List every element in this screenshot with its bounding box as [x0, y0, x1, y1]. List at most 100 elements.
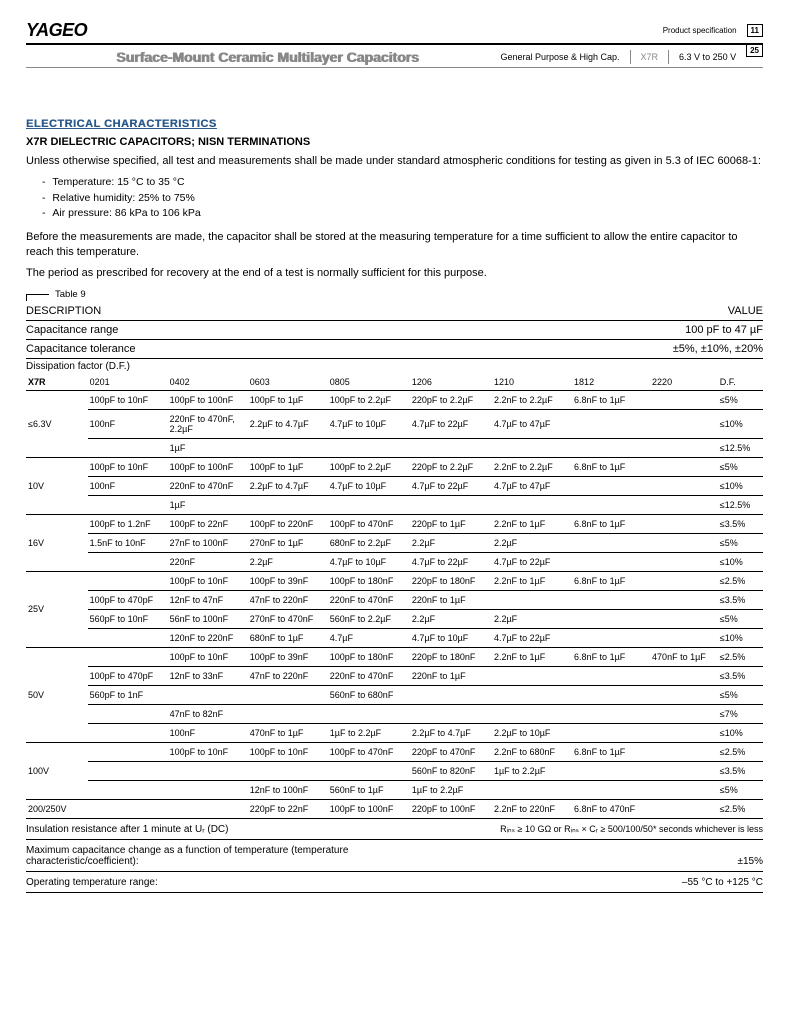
- data-cell: 4.7µF to 22µF: [410, 552, 492, 571]
- section-title: ELECTRICAL CHARACTERISTICS: [26, 118, 763, 130]
- data-cell: [88, 647, 168, 666]
- data-cell: [328, 495, 410, 514]
- foot-l: Maximum capacitance change as a function…: [26, 845, 386, 867]
- table-row: 100pF to 470pF12nF to 47nF47nF to 220nF2…: [26, 590, 763, 609]
- data-cell: 6.8nF to 1µF: [572, 647, 650, 666]
- table-row: 16V100pF to 1.2nF100pF to 22nF100pF to 2…: [26, 514, 763, 533]
- data-cell: 47nF to 82nF: [168, 704, 248, 723]
- data-cell: 2.2nF to 680nF: [492, 742, 572, 761]
- data-cell: 100pF to 39nF: [248, 571, 328, 590]
- data-cell: ≤5%: [718, 685, 763, 704]
- foot-l: Insulation resistance after 1 minute at …: [26, 824, 228, 835]
- data-cell: 100pF to 2.2µF: [328, 457, 410, 476]
- data-cell: [572, 666, 650, 685]
- table-row: 200/250V220pF to 22nF100pF to 100nF220pF…: [26, 799, 763, 818]
- data-cell: 12nF to 33nF: [168, 666, 248, 685]
- col-1206: 1206: [410, 374, 492, 391]
- data-cell: 1µF to 2.2µF: [410, 780, 492, 799]
- foot-r: –55 °C to +125 °C: [682, 877, 763, 888]
- data-cell: [650, 533, 718, 552]
- voltage-cell: 25V: [26, 571, 88, 647]
- data-cell: ≤2.5%: [718, 571, 763, 590]
- header-right: Product specification 11: [663, 24, 763, 37]
- data-cell: [248, 495, 328, 514]
- sub-title: X7R DIELECTRIC CAPACITORS; NISN TERMINAT…: [26, 136, 763, 148]
- data-cell: [572, 409, 650, 438]
- data-cell: 220pF to 2.2µF: [410, 457, 492, 476]
- intro-text: Unless otherwise specified, all test and…: [26, 154, 763, 169]
- data-cell: 220nF to 470nF: [328, 590, 410, 609]
- col-df: D.F.: [718, 374, 763, 391]
- data-cell: [410, 495, 492, 514]
- foot-row-1: Maximum capacitance change as a function…: [26, 840, 763, 872]
- data-cell: 220nF to 1µF: [410, 666, 492, 685]
- data-cell: [572, 704, 650, 723]
- desc-hdr-r: VALUE: [728, 305, 763, 317]
- data-cell: ≤2.5%: [718, 799, 763, 818]
- data-cell: 100pF to 220nF: [248, 514, 328, 533]
- data-cell: [492, 685, 572, 704]
- data-cell: 4.7µF to 47µF: [492, 476, 572, 495]
- data-cell: 220nF to 470nF: [168, 476, 248, 495]
- data-cell: 2.2nF to 220nF: [492, 799, 572, 818]
- data-cell: 56nF to 100nF: [168, 609, 248, 628]
- spec-table: X7R 0201 0402 0603 0805 1206 1210 1812 2…: [26, 374, 763, 818]
- data-cell: [650, 780, 718, 799]
- data-cell: [248, 438, 328, 457]
- data-cell: [328, 761, 410, 780]
- data-cell: [88, 780, 168, 799]
- data-cell: 100pF to 10nF: [88, 457, 168, 476]
- data-cell: 100pF to 180nF: [328, 571, 410, 590]
- doc-title: Surface-Mount Ceramic Multilayer Capacit…: [116, 49, 500, 65]
- data-cell: ≤10%: [718, 723, 763, 742]
- data-cell: [650, 761, 718, 780]
- data-cell: 220pF to 2.2µF: [410, 390, 492, 409]
- data-cell: [650, 685, 718, 704]
- data-cell: [650, 590, 718, 609]
- data-cell: 100pF to 100nF: [328, 799, 410, 818]
- data-cell: 470nF to 1µF: [650, 647, 718, 666]
- data-cell: 560nF to 2.2µF: [328, 609, 410, 628]
- data-cell: 560pF to 1nF: [88, 685, 168, 704]
- col-x7r: X7R: [26, 374, 88, 391]
- data-cell: 2.2µF to 4.7µF: [248, 476, 328, 495]
- para3: The period as prescribed for recovery at…: [26, 266, 763, 281]
- data-cell: 470nF to 1µF: [248, 723, 328, 742]
- data-cell: 6.8nF to 1µF: [572, 457, 650, 476]
- cap-range-r: 100 pF to 47 µF: [685, 324, 763, 336]
- table-row: 560pF to 10nF56nF to 100nF270nF to 470nF…: [26, 609, 763, 628]
- data-cell: 4.7µF to 10µF: [328, 476, 410, 495]
- data-cell: 100pF to 180nF: [328, 647, 410, 666]
- data-cell: [650, 409, 718, 438]
- data-cell: 100pF to 10nF: [168, 742, 248, 761]
- data-cell: [492, 666, 572, 685]
- data-cell: 220nF to 1µF: [410, 590, 492, 609]
- table-row: 1µF≤12.5%: [26, 495, 763, 514]
- table-row: 560nF to 820nF1µF to 2.2µF≤3.5%: [26, 761, 763, 780]
- data-cell: 100pF to 39nF: [248, 647, 328, 666]
- data-cell: 1µF to 2.2µF: [492, 761, 572, 780]
- data-cell: 220pF to 180nF: [410, 571, 492, 590]
- col-1210: 1210: [492, 374, 572, 391]
- data-cell: 100pF to 22nF: [168, 514, 248, 533]
- data-cell: 120nF to 220nF: [168, 628, 248, 647]
- data-cell: 2.2µF to 4.7µF: [248, 409, 328, 438]
- cap-tol-l: Capacitance tolerance: [26, 343, 135, 355]
- logo: YAGEO: [26, 20, 87, 41]
- data-cell: [88, 742, 168, 761]
- table-row: 10V100pF to 10nF100pF to 100nF100pF to 1…: [26, 457, 763, 476]
- data-cell: ≤5%: [718, 780, 763, 799]
- data-cell: 270nF to 470nF: [248, 609, 328, 628]
- data-cell: [572, 533, 650, 552]
- data-cell: 220pF to 180nF: [410, 647, 492, 666]
- data-cell: [572, 590, 650, 609]
- data-cell: 12nF to 47nF: [168, 590, 248, 609]
- data-cell: [650, 742, 718, 761]
- divider: [668, 50, 669, 64]
- data-cell: [88, 552, 168, 571]
- data-cell: ≤3.5%: [718, 514, 763, 533]
- data-cell: [168, 799, 248, 818]
- table-row: 220nF2.2µF4.7µF to 10µF4.7µF to 22µF4.7µ…: [26, 552, 763, 571]
- data-cell: 100nF: [88, 409, 168, 438]
- data-cell: 220pF to 1µF: [410, 514, 492, 533]
